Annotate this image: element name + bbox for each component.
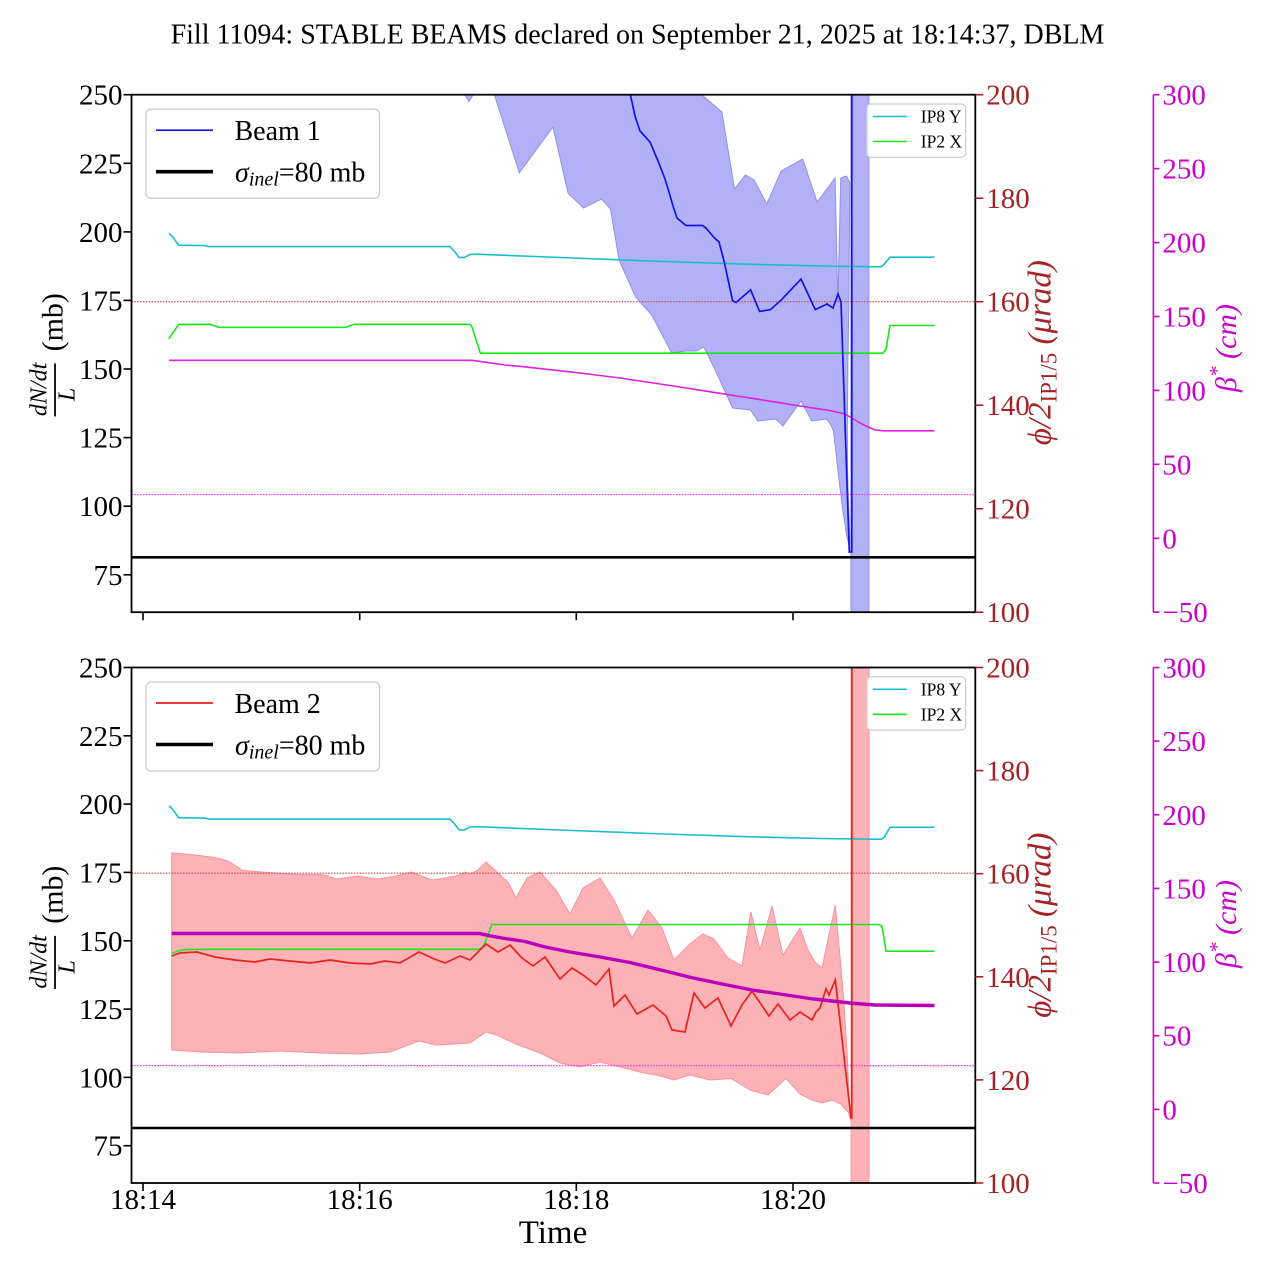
- svg-text:175: 175: [79, 857, 123, 889]
- svg-text:18:18: 18:18: [543, 1184, 609, 1216]
- svg-text:(mb): (mb): [37, 293, 70, 351]
- svg-text:150: 150: [1162, 302, 1206, 334]
- svg-text:−50: −50: [1162, 597, 1207, 629]
- svg-text:200: 200: [79, 217, 123, 249]
- svg-text:175: 175: [79, 285, 123, 317]
- svg-text:ϕ/2IP1/5 (μrad): ϕ/2IP1/5 (μrad): [1023, 260, 1062, 445]
- svg-text:50: 50: [1162, 1021, 1191, 1053]
- svg-text:225: 225: [79, 721, 123, 753]
- svg-text:50: 50: [1162, 449, 1191, 481]
- svg-text:100: 100: [1162, 947, 1206, 979]
- svg-text:140: 140: [986, 962, 1030, 994]
- svg-text:125: 125: [79, 423, 123, 455]
- svg-text:0: 0: [1162, 1094, 1177, 1126]
- svg-text:250: 250: [79, 80, 123, 112]
- svg-text:dN/dt: dN/dt: [27, 361, 53, 416]
- svg-text:0: 0: [1162, 523, 1177, 555]
- svg-text:IP2 X: IP2 X: [921, 704, 963, 724]
- svg-text:100: 100: [79, 491, 123, 523]
- svg-text:σinel=80 mb: σinel=80 mb: [235, 158, 365, 191]
- svg-text:180: 180: [986, 756, 1030, 788]
- svg-text:200: 200: [986, 80, 1030, 112]
- svg-text:σinel=80 mb: σinel=80 mb: [235, 731, 365, 764]
- svg-text:200: 200: [1162, 800, 1206, 832]
- svg-text:125: 125: [79, 994, 123, 1026]
- svg-text:300: 300: [1162, 80, 1206, 112]
- svg-text:200: 200: [79, 789, 123, 821]
- svg-text:18:14: 18:14: [110, 1184, 177, 1216]
- svg-text:IP2 X: IP2 X: [921, 132, 963, 152]
- svg-text:250: 250: [79, 653, 123, 685]
- svg-text:IP8 Y: IP8 Y: [921, 107, 962, 127]
- svg-text:18:20: 18:20: [760, 1184, 826, 1216]
- svg-text:140: 140: [986, 390, 1030, 422]
- svg-text:(mb): (mb): [37, 866, 70, 924]
- svg-text:dN/dt: dN/dt: [27, 934, 53, 989]
- svg-text:L: L: [55, 388, 81, 402]
- svg-text:120: 120: [986, 1065, 1030, 1097]
- svg-text:120: 120: [986, 494, 1030, 526]
- svg-text:160: 160: [986, 859, 1030, 891]
- svg-text:ϕ/2IP1/5 (μrad): ϕ/2IP1/5 (μrad): [1023, 833, 1062, 1018]
- svg-text:IP8 Y: IP8 Y: [921, 679, 962, 699]
- svg-text:250: 250: [1162, 154, 1206, 186]
- svg-text:250: 250: [1162, 726, 1206, 758]
- svg-text:160: 160: [986, 287, 1030, 319]
- svg-text:225: 225: [79, 148, 123, 180]
- svg-text:150: 150: [79, 354, 123, 386]
- svg-text:18:16: 18:16: [327, 1184, 393, 1216]
- svg-text:300: 300: [1162, 653, 1206, 685]
- svg-text:Beam 2: Beam 2: [235, 689, 321, 720]
- svg-text:200: 200: [986, 653, 1030, 685]
- svg-text:150: 150: [79, 926, 123, 958]
- svg-text:100: 100: [986, 1168, 1030, 1200]
- svg-text:Time: Time: [519, 1215, 587, 1251]
- svg-text:Beam 1: Beam 1: [235, 116, 321, 147]
- svg-text:L: L: [55, 960, 81, 974]
- svg-text:180: 180: [986, 183, 1030, 215]
- svg-text:100: 100: [79, 1062, 123, 1094]
- svg-text:β* (cm): β* (cm): [1205, 880, 1243, 969]
- svg-text:200: 200: [1162, 228, 1206, 260]
- svg-text:150: 150: [1162, 873, 1206, 905]
- svg-text:75: 75: [94, 560, 123, 592]
- svg-text:75: 75: [94, 1131, 123, 1163]
- svg-text:β* (cm): β* (cm): [1205, 304, 1243, 393]
- svg-text:100: 100: [1162, 375, 1206, 407]
- svg-text:−50: −50: [1162, 1168, 1207, 1200]
- svg-text:100: 100: [986, 597, 1030, 629]
- svg-text:Fill 11094: STABLE BEAMS decla: Fill 11094: STABLE BEAMS declared on Sep…: [171, 20, 1105, 51]
